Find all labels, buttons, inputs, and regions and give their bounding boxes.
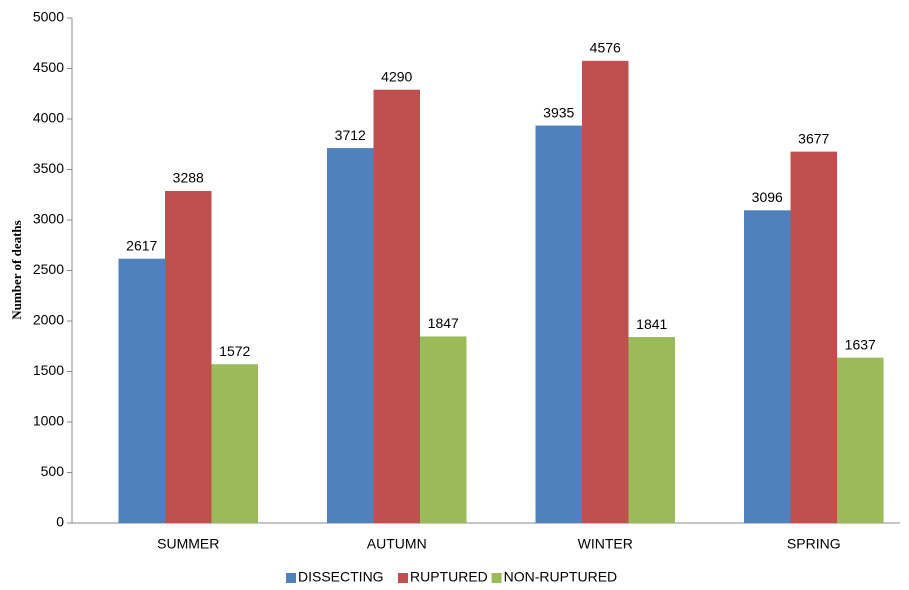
data-label: 1847 bbox=[428, 315, 459, 331]
data-label: 3712 bbox=[335, 127, 366, 143]
y-tick-label: 2000 bbox=[33, 312, 64, 328]
y-tick-label: 0 bbox=[56, 514, 64, 530]
legend-label: NON-RUPTURED bbox=[504, 569, 618, 585]
data-label: 3677 bbox=[798, 130, 829, 146]
bar bbox=[118, 258, 165, 523]
y-tick-label: 3500 bbox=[33, 160, 64, 176]
data-label: 4290 bbox=[381, 68, 412, 84]
y-tick-label: 1000 bbox=[33, 413, 64, 429]
legend-swatch bbox=[398, 573, 408, 583]
y-axis-label: Number of deaths bbox=[9, 220, 24, 319]
legend-label: DISSECTING bbox=[298, 569, 384, 585]
y-tick-label: 4000 bbox=[33, 110, 64, 126]
bar bbox=[165, 190, 212, 524]
bar bbox=[211, 364, 258, 523]
bar bbox=[582, 60, 629, 523]
legend-label: RUPTURED bbox=[410, 569, 488, 585]
data-label: 1637 bbox=[845, 336, 876, 352]
bar bbox=[535, 125, 582, 523]
x-tick-label: AUTUMN bbox=[367, 536, 427, 552]
x-tick-label: SPRING bbox=[787, 536, 841, 552]
y-tick-label: 3000 bbox=[33, 211, 64, 227]
data-label: 4576 bbox=[590, 40, 621, 56]
data-label: 3288 bbox=[173, 170, 204, 186]
y-tick-label: 1500 bbox=[33, 362, 64, 378]
y-tick-label: 5000 bbox=[33, 9, 64, 25]
bar bbox=[790, 151, 837, 524]
y-tick-label: 2500 bbox=[33, 261, 64, 277]
legend-swatch bbox=[286, 573, 296, 583]
bar bbox=[837, 357, 884, 523]
x-tick-label: WINTER bbox=[578, 536, 633, 552]
bar bbox=[744, 210, 791, 523]
bar bbox=[420, 336, 467, 523]
bar bbox=[628, 337, 675, 523]
data-label: 1841 bbox=[636, 316, 667, 332]
y-tick-label: 4500 bbox=[33, 59, 64, 75]
data-label: 2617 bbox=[126, 237, 157, 253]
bar bbox=[327, 148, 374, 523]
x-tick-label: SUMMER bbox=[157, 536, 219, 552]
data-label: 3935 bbox=[543, 104, 574, 120]
legend-swatch bbox=[491, 573, 502, 583]
bar bbox=[373, 89, 420, 524]
data-label: 1572 bbox=[219, 343, 250, 359]
data-label: 3096 bbox=[752, 189, 783, 205]
y-tick-label: 500 bbox=[41, 463, 65, 479]
